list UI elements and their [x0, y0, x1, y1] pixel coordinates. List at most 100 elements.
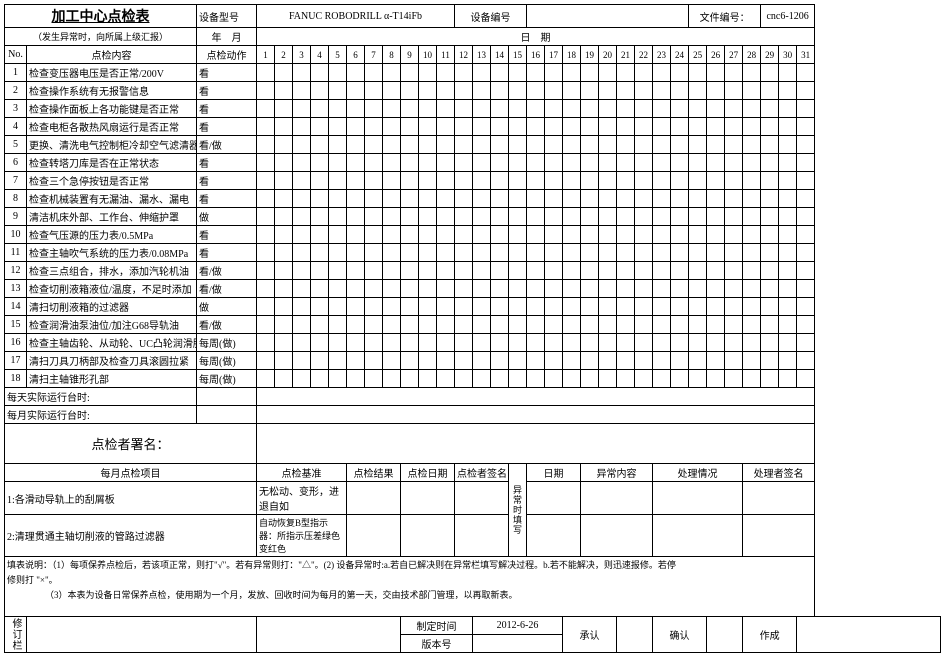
- day-cell[interactable]: [275, 100, 293, 118]
- day-cell[interactable]: [473, 352, 491, 370]
- day-cell[interactable]: [383, 316, 401, 334]
- day-cell[interactable]: [617, 370, 635, 388]
- day-cell[interactable]: [383, 154, 401, 172]
- day-cell[interactable]: [581, 280, 599, 298]
- day-cell[interactable]: [527, 352, 545, 370]
- day-cell[interactable]: [275, 154, 293, 172]
- day-cell[interactable]: [491, 172, 509, 190]
- day-cell[interactable]: [545, 316, 563, 334]
- day-cell[interactable]: [455, 334, 473, 352]
- day-cell[interactable]: [725, 136, 743, 154]
- day-cell[interactable]: [599, 190, 617, 208]
- day-cell[interactable]: [599, 136, 617, 154]
- day-cell[interactable]: [491, 154, 509, 172]
- day-cell[interactable]: [545, 136, 563, 154]
- day-cell[interactable]: [257, 64, 275, 82]
- day-cell[interactable]: [563, 262, 581, 280]
- day-cell[interactable]: [419, 118, 437, 136]
- day-cell[interactable]: [725, 208, 743, 226]
- day-cell[interactable]: [293, 208, 311, 226]
- day-cell[interactable]: [599, 154, 617, 172]
- day-cell[interactable]: [779, 370, 797, 388]
- day-cell[interactable]: [311, 352, 329, 370]
- day-cell[interactable]: [635, 370, 653, 388]
- day-cell[interactable]: [455, 262, 473, 280]
- day-cell[interactable]: [599, 82, 617, 100]
- day-cell[interactable]: [725, 352, 743, 370]
- day-cell[interactable]: [743, 154, 761, 172]
- day-cell[interactable]: [329, 118, 347, 136]
- day-cell[interactable]: [671, 298, 689, 316]
- day-cell[interactable]: [473, 64, 491, 82]
- day-cell[interactable]: [455, 370, 473, 388]
- day-cell[interactable]: [275, 262, 293, 280]
- day-cell[interactable]: [797, 100, 815, 118]
- day-cell[interactable]: [275, 172, 293, 190]
- day-cell[interactable]: [689, 136, 707, 154]
- day-cell[interactable]: [329, 334, 347, 352]
- day-cell[interactable]: [653, 190, 671, 208]
- day-cell[interactable]: [437, 316, 455, 334]
- day-cell[interactable]: [347, 82, 365, 100]
- day-cell[interactable]: [293, 118, 311, 136]
- day-cell[interactable]: [653, 226, 671, 244]
- day-cell[interactable]: [761, 82, 779, 100]
- day-cell[interactable]: [311, 244, 329, 262]
- day-cell[interactable]: [725, 154, 743, 172]
- day-cell[interactable]: [761, 280, 779, 298]
- day-cell[interactable]: [707, 136, 725, 154]
- day-cell[interactable]: [653, 352, 671, 370]
- day-cell[interactable]: [545, 280, 563, 298]
- day-cell[interactable]: [383, 172, 401, 190]
- day-cell[interactable]: [419, 334, 437, 352]
- day-cell[interactable]: [383, 82, 401, 100]
- day-cell[interactable]: [365, 352, 383, 370]
- day-cell[interactable]: [329, 244, 347, 262]
- day-cell[interactable]: [383, 226, 401, 244]
- day-cell[interactable]: [419, 172, 437, 190]
- day-cell[interactable]: [347, 100, 365, 118]
- day-cell[interactable]: [347, 316, 365, 334]
- day-cell[interactable]: [329, 154, 347, 172]
- day-cell[interactable]: [455, 298, 473, 316]
- day-cell[interactable]: [527, 172, 545, 190]
- day-cell[interactable]: [329, 190, 347, 208]
- day-cell[interactable]: [491, 226, 509, 244]
- day-cell[interactable]: [653, 82, 671, 100]
- day-cell[interactable]: [725, 370, 743, 388]
- day-cell[interactable]: [401, 262, 419, 280]
- day-cell[interactable]: [689, 172, 707, 190]
- day-cell[interactable]: [329, 82, 347, 100]
- day-cell[interactable]: [491, 64, 509, 82]
- day-cell[interactable]: [545, 226, 563, 244]
- day-cell[interactable]: [563, 298, 581, 316]
- day-cell[interactable]: [617, 208, 635, 226]
- day-cell[interactable]: [401, 280, 419, 298]
- day-cell[interactable]: [257, 280, 275, 298]
- day-cell[interactable]: [527, 64, 545, 82]
- day-cell[interactable]: [509, 82, 527, 100]
- day-cell[interactable]: [527, 190, 545, 208]
- day-cell[interactable]: [383, 280, 401, 298]
- day-cell[interactable]: [329, 298, 347, 316]
- day-cell[interactable]: [707, 370, 725, 388]
- day-cell[interactable]: [455, 352, 473, 370]
- day-cell[interactable]: [257, 118, 275, 136]
- day-cell[interactable]: [473, 226, 491, 244]
- day-cell[interactable]: [797, 208, 815, 226]
- day-cell[interactable]: [473, 172, 491, 190]
- day-cell[interactable]: [743, 352, 761, 370]
- day-cell[interactable]: [707, 262, 725, 280]
- day-cell[interactable]: [383, 244, 401, 262]
- day-cell[interactable]: [707, 352, 725, 370]
- day-cell[interactable]: [707, 334, 725, 352]
- day-cell[interactable]: [383, 100, 401, 118]
- day-cell[interactable]: [797, 136, 815, 154]
- day-cell[interactable]: [257, 208, 275, 226]
- day-cell[interactable]: [509, 154, 527, 172]
- day-cell[interactable]: [779, 190, 797, 208]
- day-cell[interactable]: [275, 118, 293, 136]
- day-cell[interactable]: [311, 118, 329, 136]
- day-cell[interactable]: [689, 262, 707, 280]
- day-cell[interactable]: [797, 244, 815, 262]
